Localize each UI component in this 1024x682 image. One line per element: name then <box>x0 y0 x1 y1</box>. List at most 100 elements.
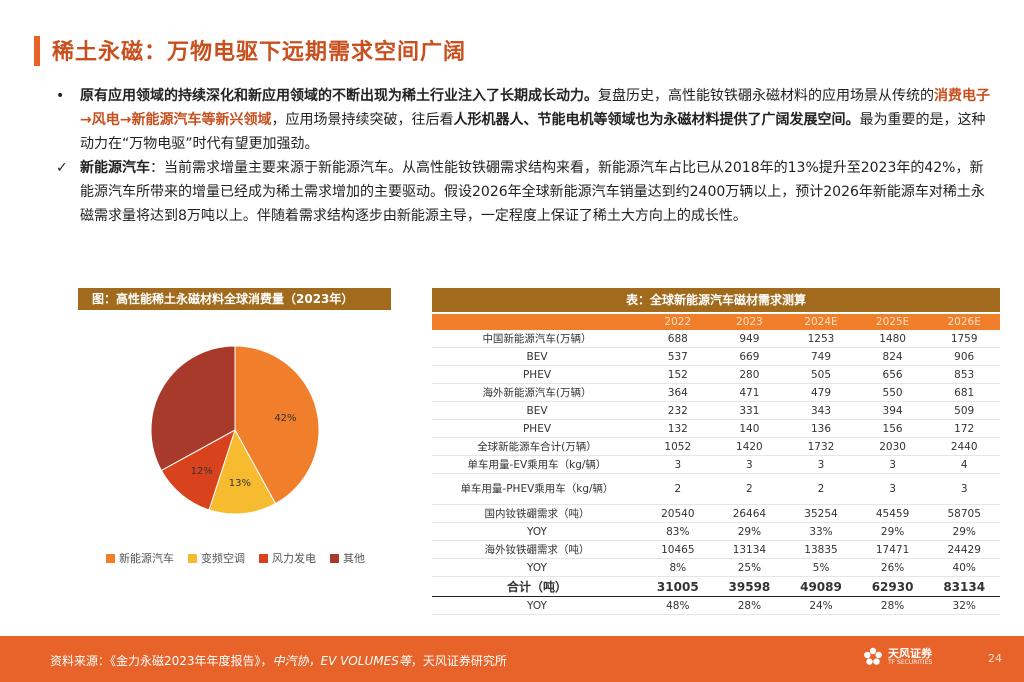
pie-slice <box>160 428 236 511</box>
table-header-year: 2022 <box>642 314 714 330</box>
table-cell: 906 <box>928 347 1000 366</box>
table-header-year: 2023 <box>713 314 786 330</box>
source-text-italic: 中汽协，EV VOLUMES等 <box>272 654 411 668</box>
table-row: YOY 8% 25% 5% 26% 40% <box>432 558 1000 577</box>
table-header-year: 2026E <box>928 314 1000 330</box>
table-cell: 83134 <box>928 576 1000 597</box>
chart-legend: 新能源汽车 变频空调 风力发电 其他 <box>106 550 365 566</box>
table-cell: 172 <box>928 419 1000 438</box>
table-header-blank <box>432 314 642 330</box>
table-cell: 949 <box>713 330 786 348</box>
row-label: 国内钕铁硼需求（吨） <box>432 504 642 523</box>
table-cell: 8% <box>642 558 714 577</box>
page-title: 稀土永磁：万物电驱下远期需求空间广阔 <box>52 40 467 65</box>
table-cell: 2440 <box>928 437 1000 456</box>
table-row: PHEV 152 280 505 656 853 <box>432 365 1000 384</box>
table-cell: 33% <box>785 522 857 541</box>
legend-swatch <box>188 553 197 563</box>
table-cell: 152 <box>642 365 714 384</box>
table-cell: 343 <box>785 401 857 420</box>
table-header-row: 2022 2023 2024E 2025E 2026E <box>432 314 1000 330</box>
table-cell: 4 <box>928 455 1000 474</box>
checkmark-icon: ✓ <box>56 160 68 176</box>
table-cell: 669 <box>713 347 786 366</box>
table-cell: 471 <box>713 383 786 402</box>
nev-magnet-demand-table: 2022 2023 2024E 2025E 2026E 中国新能源汽车(万辆） 688 94… <box>432 314 1000 615</box>
pie-slice <box>234 345 320 505</box>
pie-slice-label: 42% <box>274 413 296 424</box>
row-label: YOY <box>432 558 642 577</box>
company-logo: 天风证券 TF SECURITIES <box>862 646 932 668</box>
table-row: PHEV 132 140 136 156 172 <box>432 419 1000 438</box>
chart-title: 图：高性能稀土永磁材料全球消费量（2023年） <box>78 288 391 310</box>
legend-label: 风力发电 <box>272 552 316 565</box>
table-row: 海外钕铁硼需求（吨） 10465 13134 13835 17471 24429 <box>432 540 1000 559</box>
legend-swatch <box>330 553 339 563</box>
table-cell: 749 <box>785 347 857 366</box>
table-cell: 3 <box>856 473 929 505</box>
bullet-text: 复盘历史，高性能钕铁硼永磁材料的应用场景从传统的 <box>598 88 934 104</box>
bullet-item-nev: ✓ 新能源汽车：当前需求增量主要来源于新能源汽车。从高性能钕铁硼需求结构来看，新… <box>56 156 996 228</box>
bullet-dot-icon: • <box>56 88 65 104</box>
table-cell: 13134 <box>713 540 786 559</box>
source-note: 资料来源：《金力永磁2023年年度报告》，中汽协，EV VOLUMES等，天风证… <box>50 652 507 669</box>
table-cell: 853 <box>928 365 1000 384</box>
table-cell: 3 <box>856 455 929 474</box>
table-title: 表：全球新能源汽车磁材需求测算 <box>432 288 1000 312</box>
bullet-item-applications: • 原有应用领域的持续深化和新应用领域的不断出现为稀土行业注入了长期成长动力。复… <box>56 84 996 156</box>
legend-item: 新能源汽车 <box>106 550 174 566</box>
pie-slice <box>208 428 277 515</box>
table-row: 海外新能源汽车(万辆） 364 471 479 550 681 <box>432 383 1000 402</box>
table-cell: 26% <box>856 558 929 577</box>
table-cell: 232 <box>642 401 714 420</box>
row-label: 中国新能源汽车(万辆） <box>432 330 642 348</box>
table-cell: 681 <box>928 383 1000 402</box>
bullet-highlight: 消费电子→风电→新能源汽车等新兴领域 <box>80 88 990 128</box>
source-text: ，天风证券研究所 <box>410 654 507 668</box>
table-cell: 24429 <box>928 540 1000 559</box>
row-label: 单车用量-PHEV乘用车（kg/辆） <box>432 473 642 505</box>
table-row: 全球新能源车合计(万辆） 1052 1420 1732 2030 2440 <box>432 437 1000 456</box>
legend-label: 变频空调 <box>201 552 245 565</box>
bullet-bold-lead: 原有应用领域的持续深化和新应用领域的不断出现为稀土行业注入了长期成长动力。 <box>80 88 598 104</box>
table-cell: 537 <box>642 347 714 366</box>
table-cell: 26464 <box>713 504 786 523</box>
table-cell: 824 <box>856 347 929 366</box>
table-row: YOY 83% 29% 33% 29% 29% <box>432 522 1000 541</box>
table-cell: 364 <box>642 383 714 402</box>
row-label: 海外钕铁硼需求（吨） <box>432 540 642 559</box>
table-row: YOY 48% 28% 24% 28% 32% <box>432 596 1000 615</box>
table-cell: 394 <box>856 401 929 420</box>
table-cell: 29% <box>928 522 1000 541</box>
table-cell: 1420 <box>713 437 786 456</box>
table-cell: 32% <box>928 596 1000 615</box>
legend-label: 其他 <box>343 552 365 565</box>
table-header-year: 2025E <box>856 314 929 330</box>
table-cell: 550 <box>856 383 929 402</box>
bullet-bold-lead: 新能源汽车 <box>80 160 150 176</box>
table-cell: 3 <box>928 473 1000 505</box>
footer-bar <box>0 636 1024 682</box>
table-cell: 136 <box>785 419 857 438</box>
row-label: BEV <box>432 401 642 420</box>
page-number: 24 <box>988 652 1002 665</box>
pie-chart: 42% 13% 12% <box>78 312 391 574</box>
table-cell: 28% <box>856 596 929 615</box>
row-label: PHEV <box>432 419 642 438</box>
table-cell: 20540 <box>642 504 714 523</box>
table-cell: 17471 <box>856 540 929 559</box>
table-cell: 49089 <box>785 576 857 597</box>
table-cell: 10465 <box>642 540 714 559</box>
table-cell: 2 <box>713 473 786 505</box>
table-cell: 29% <box>856 522 929 541</box>
table-cell: 3 <box>785 455 857 474</box>
bullet-text: 最为重要的是，这种动力在“万物电驱”时代有望更加强劲。 <box>80 112 986 152</box>
pie-slice <box>150 345 236 472</box>
pie-chart-svg: 42% 13% 12% <box>150 345 320 515</box>
table-cell: 2030 <box>856 437 929 456</box>
table-row: 中国新能源汽车(万辆） 688 949 1253 1480 1759 <box>432 330 1000 348</box>
table-cell: 58705 <box>928 504 1000 523</box>
table-cell: 331 <box>713 401 786 420</box>
table-cell: 1732 <box>785 437 857 456</box>
source-text: 资料来源：《金力永磁2023年年度报告》， <box>50 654 273 668</box>
